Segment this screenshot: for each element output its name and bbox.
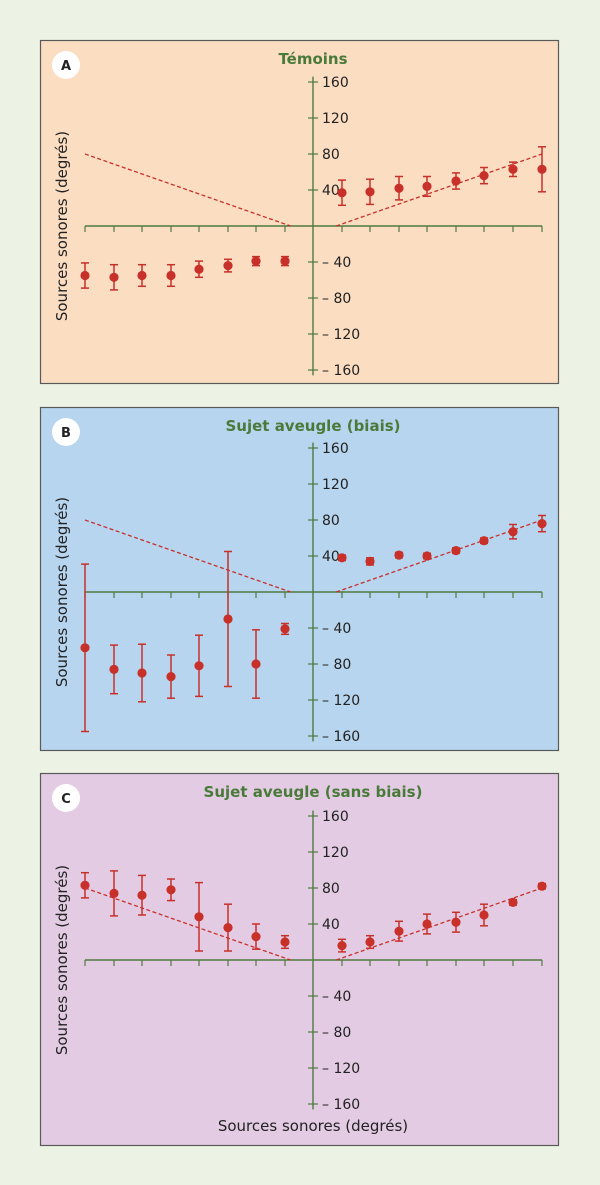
reference-line — [84, 153, 291, 227]
y-tick-label: 160 — [322, 809, 349, 825]
reference-line — [84, 519, 291, 593]
reference-line — [335, 519, 543, 593]
y-tick-label: 80 — [322, 881, 340, 897]
data-point — [166, 885, 176, 895]
data-point — [394, 183, 404, 193]
y-tick-label: 120 — [322, 477, 349, 493]
panel-background — [39, 39, 560, 385]
y-tick-label: – 160 — [322, 1097, 360, 1113]
data-point — [223, 261, 233, 271]
data-point — [537, 881, 547, 891]
data-point — [223, 614, 233, 624]
data-point — [422, 551, 432, 561]
data-point — [109, 664, 119, 675]
data-point — [166, 270, 176, 281]
data-point — [365, 187, 375, 197]
y-tick-label: 40 — [322, 917, 340, 933]
data-point — [451, 176, 461, 186]
data-point — [422, 181, 432, 191]
y-axis-label: Sources sonores (degrés) — [53, 865, 71, 1055]
data-point — [80, 880, 90, 890]
y-tick-label: – 80 — [322, 1025, 351, 1041]
chart-title: Sujet aveugle (biais) — [226, 417, 401, 435]
data-point — [508, 164, 518, 174]
data-point — [479, 536, 489, 546]
y-tick-label: 40 — [322, 183, 340, 199]
data-point — [194, 661, 204, 671]
y-axis-label: Sources sonores (degrés) — [53, 497, 71, 687]
data-point — [451, 917, 461, 927]
data-point — [422, 919, 432, 929]
data-point — [194, 264, 204, 274]
data-point — [80, 643, 90, 653]
data-point — [251, 659, 261, 669]
data-point — [537, 519, 547, 529]
data-point — [337, 941, 347, 951]
data-point — [337, 188, 347, 198]
x-axis-title: Sources sonores (degrés) — [218, 1117, 408, 1135]
y-tick-label: – 40 — [322, 621, 351, 637]
panel-label: C — [61, 792, 71, 807]
data-point — [280, 256, 290, 266]
panel-label: B — [61, 426, 71, 441]
data-point — [109, 888, 119, 899]
y-tick-label: 80 — [322, 513, 340, 529]
data-point — [137, 668, 147, 678]
data-point — [451, 546, 461, 556]
data-point — [251, 932, 261, 942]
reference-line — [84, 887, 291, 961]
y-tick-label: 120 — [322, 111, 349, 127]
data-point — [394, 926, 404, 936]
chart-panel-a: A Témoins Sources sonores (degrés) 160 120 80… — [39, 39, 560, 385]
panel-badge — [52, 784, 80, 812]
y-tick-label: – 160 — [322, 729, 360, 745]
y-tick-label: 160 — [322, 441, 349, 457]
y-tick-label: – 80 — [322, 657, 351, 673]
y-tick-label: 80 — [322, 147, 340, 163]
data-point — [479, 910, 489, 920]
data-point — [109, 272, 119, 282]
y-axis-label: Sources sonores (degrés) — [53, 131, 71, 321]
data-point — [479, 171, 489, 181]
panel-background — [39, 406, 560, 752]
y-tick-label: – 40 — [322, 255, 351, 271]
data-point — [337, 553, 347, 563]
data-point — [194, 912, 204, 922]
data-point — [251, 256, 261, 266]
y-tick-label: – 120 — [322, 693, 360, 709]
data-point — [80, 270, 90, 281]
y-tick-label: 40 — [322, 549, 340, 565]
y-tick-label: 120 — [322, 845, 349, 861]
data-point — [508, 527, 518, 537]
data-point — [137, 890, 147, 900]
y-tick-label: – 160 — [322, 363, 360, 379]
data-point — [137, 270, 147, 281]
data-point — [223, 923, 233, 933]
panel-label: A — [61, 59, 71, 74]
data-point — [365, 937, 375, 947]
data-point — [166, 672, 176, 682]
y-tick-label: – 120 — [322, 1061, 360, 1077]
y-tick-label: 160 — [322, 75, 349, 91]
y-tick-label: – 80 — [322, 291, 351, 307]
panel-badge — [52, 51, 80, 79]
panel-badge — [52, 418, 80, 446]
data-point — [280, 624, 290, 634]
y-tick-label: – 40 — [322, 989, 351, 1005]
data-point — [508, 897, 518, 908]
y-tick-label: – 120 — [322, 327, 360, 343]
data-point — [280, 937, 290, 947]
chart-panel-c: C Sujet aveugle (sans biais) Sources sonor… — [39, 772, 560, 1147]
chart-title: Sujet aveugle (sans biais) — [204, 783, 423, 801]
data-point — [537, 164, 547, 174]
data-point — [394, 550, 404, 560]
reference-line — [335, 153, 543, 227]
data-point — [365, 556, 375, 567]
chart-panel-b: B Sujet aveugle (biais) Sources sonores (d… — [39, 406, 560, 752]
chart-title: Témoins — [278, 50, 347, 68]
